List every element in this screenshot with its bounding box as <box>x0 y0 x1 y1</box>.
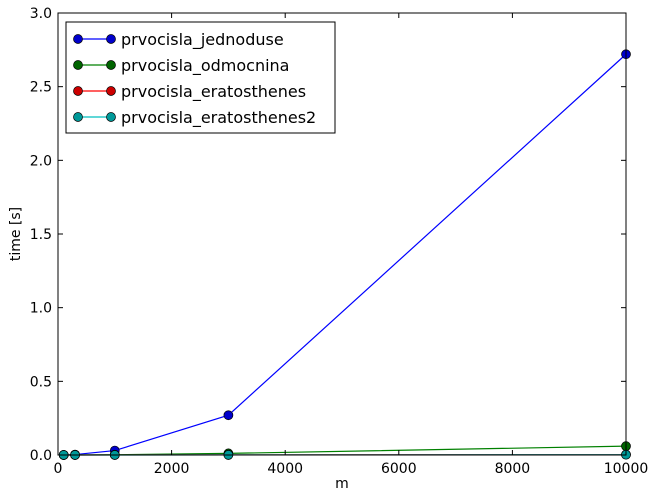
legend-marker <box>106 34 116 44</box>
legend-marker <box>73 112 83 122</box>
y-tick-label: 3.0 <box>30 6 52 22</box>
legend-item: prvocisla_odmocnina <box>73 56 289 76</box>
y-tick-label: 0.5 <box>30 374 52 390</box>
x-tick-label: 6000 <box>381 461 417 477</box>
legend-marker <box>106 112 116 122</box>
y-tick-label: 0.0 <box>30 448 52 464</box>
legend-marker <box>73 34 83 44</box>
y-tick-label: 1.0 <box>30 301 52 317</box>
data-point <box>223 410 234 421</box>
y-tick-label: 1.5 <box>30 227 52 243</box>
series-line <box>63 445 627 456</box>
y-axis-label: time [s] <box>8 207 24 261</box>
legend-item: prvocisla_jednoduse <box>73 30 284 50</box>
x-tick-label: 0 <box>54 461 63 477</box>
y-tick-label: 2.5 <box>30 80 52 96</box>
legend-label: prvocisla_eratosthenes2 <box>121 108 316 128</box>
y-tick-label: 2.0 <box>30 153 52 169</box>
legend-item: prvocisla_eratosthenes2 <box>73 108 316 128</box>
legend-marker <box>73 60 83 70</box>
x-tick-label: 4000 <box>267 461 303 477</box>
legend-label: prvocisla_jednoduse <box>121 30 284 50</box>
x-axis-label: m <box>335 476 349 492</box>
legend-marker <box>73 86 83 96</box>
x-tick-label: 10000 <box>604 461 649 477</box>
legend-marker <box>106 86 116 96</box>
legend-marker <box>106 60 116 70</box>
series-prvocisla_odmocnina <box>58 441 631 460</box>
legend-label: prvocisla_odmocnina <box>121 56 289 76</box>
ticks-layer: 0 2000 4000 6000 8000 10000 0.0 0.5 1.0 1.5 2.0 2.5… <box>30 6 649 477</box>
x-tick-label: 8000 <box>495 461 531 477</box>
legend-item: prvocisla_eratosthenes <box>73 82 306 102</box>
legend: prvocisla_jednoduse prvocisla_odmocninapr… <box>65 21 336 134</box>
legend-label: prvocisla_eratosthenes <box>121 82 306 102</box>
x-tick-label: 2000 <box>154 461 190 477</box>
